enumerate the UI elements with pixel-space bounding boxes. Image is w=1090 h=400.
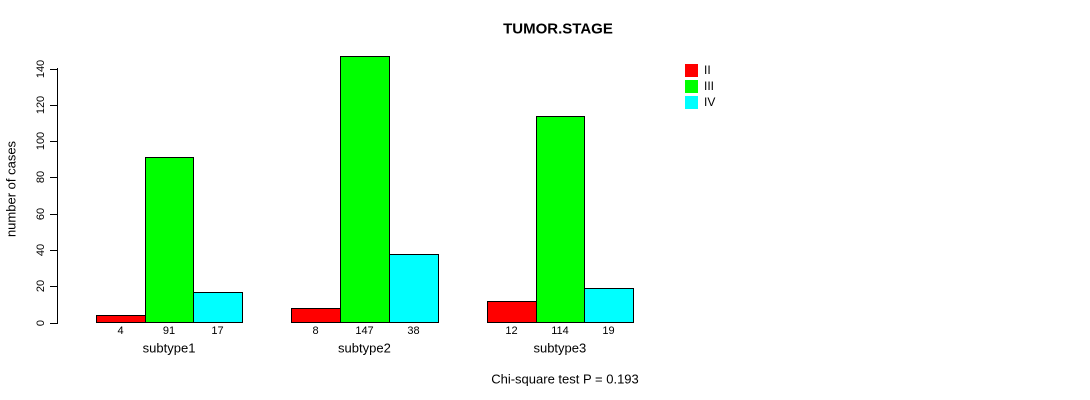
chart-title: TUMOR.STAGE — [503, 20, 613, 38]
y-axis-line — [57, 68, 58, 324]
bar-II-subtype3 — [487, 301, 537, 323]
legend-row: IV — [685, 94, 715, 110]
bar-value-label: 19 — [602, 325, 615, 337]
y-tick-label: 60 — [35, 207, 47, 220]
bar-value-label: 91 — [162, 325, 176, 337]
bar-IV-subtype3 — [584, 288, 634, 323]
y-tick — [50, 105, 57, 106]
category-label-subtype1: subtype1 — [142, 340, 196, 356]
bar-value-label: 17 — [211, 325, 224, 337]
legend-label: II — [704, 62, 711, 77]
bar-value-label: 114 — [551, 325, 569, 337]
y-tick — [50, 250, 57, 251]
legend-swatch-II — [685, 63, 698, 77]
legend-swatch-IV — [685, 95, 698, 109]
y-tick-label: 0 — [35, 319, 47, 326]
category-label-subtype2: subtype2 — [338, 340, 391, 356]
bar-IV-subtype2 — [389, 254, 439, 323]
bar-II-subtype2 — [291, 308, 341, 323]
bar-value-label: 38 — [407, 325, 420, 337]
bar-value-label: 4 — [117, 325, 124, 337]
y-tick — [50, 214, 57, 215]
bar-IV-subtype1 — [193, 292, 243, 323]
y-tick-label: 40 — [35, 243, 47, 257]
legend: II III IV — [685, 62, 715, 110]
bar-value-label: 8 — [312, 325, 319, 337]
legend-row: III — [685, 78, 715, 94]
y-tick-label: 140 — [35, 59, 47, 78]
chi-square-caption: Chi-square test P = 0.193 — [491, 371, 639, 387]
bar-III-subtype2 — [340, 56, 390, 323]
bar-III-subtype3 — [536, 116, 585, 323]
bar-III-subtype1 — [145, 157, 194, 323]
y-tick — [50, 141, 57, 142]
bar-II-subtype1 — [96, 315, 146, 323]
legend-row: II — [685, 62, 715, 78]
legend-label: IV — [704, 94, 716, 109]
y-tick-label: 100 — [35, 131, 47, 151]
y-tick — [50, 323, 57, 324]
y-tick-label: 80 — [35, 171, 47, 184]
y-tick-label: 120 — [35, 95, 47, 114]
bar-value-label: 147 — [355, 325, 374, 337]
y-tick — [50, 69, 57, 70]
legend-swatch-III — [685, 79, 698, 93]
category-label-subtype3: subtype3 — [533, 340, 587, 356]
y-tick — [50, 177, 57, 178]
y-tick — [50, 286, 57, 287]
legend-label: III — [704, 78, 715, 93]
y-axis-label: number of cases — [3, 140, 19, 238]
bar-value-label: 12 — [505, 325, 518, 337]
y-tick-label: 20 — [35, 280, 47, 293]
